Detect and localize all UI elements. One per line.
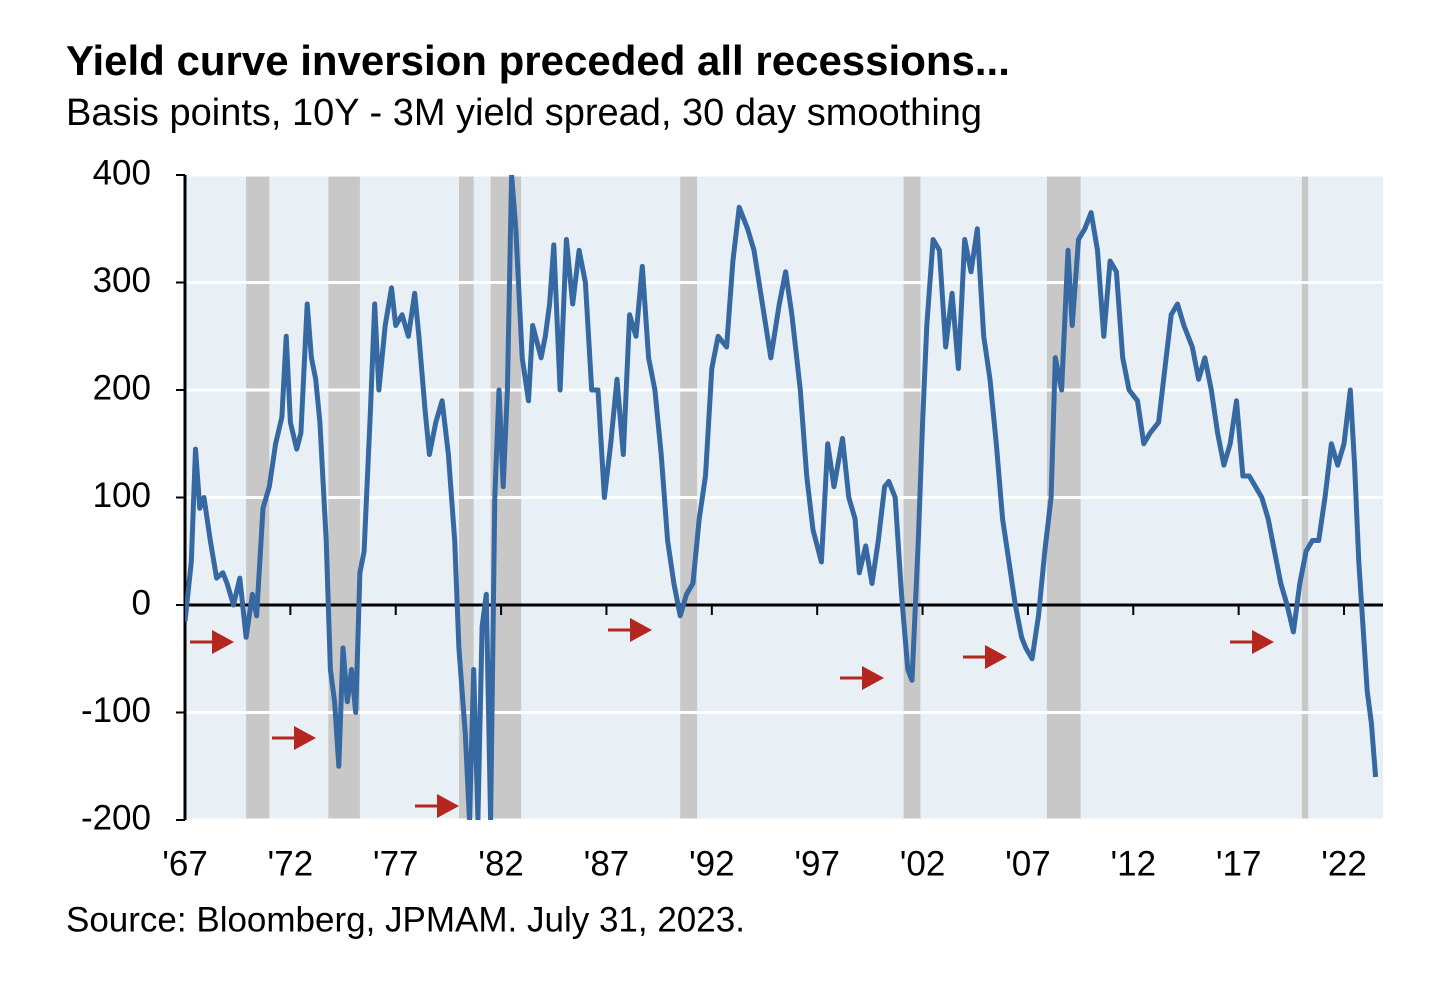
x-tick-label: '67	[162, 844, 208, 883]
x-tick-label: '17	[1216, 844, 1262, 883]
y-tick-label: 300	[93, 261, 151, 300]
chart-subtitle: Basis points, 10Y - 3M yield spread, 30 …	[66, 92, 982, 134]
y-tick-label: 100	[93, 476, 151, 515]
y-tick-label: -200	[81, 798, 151, 837]
source-note: Source: Bloomberg, JPMAM. July 31, 2023.	[66, 900, 745, 939]
x-tick-label: '92	[689, 844, 735, 883]
x-tick-label: '72	[268, 844, 314, 883]
y-tick-label: 200	[93, 368, 151, 407]
chart-title: Yield curve inversion preceded all reces…	[66, 37, 1010, 84]
spread-line	[185, 175, 1379, 820]
y-tick-label: 0	[132, 583, 151, 622]
y-tick-label: -100	[81, 691, 151, 730]
arrows	[190, 618, 1274, 818]
x-tick-label: '02	[900, 844, 946, 883]
x-tick-label: '82	[478, 844, 524, 883]
x-tick-label: '22	[1321, 844, 1367, 883]
x-tick-label: '07	[1005, 844, 1051, 883]
x-tick-label: '87	[584, 844, 630, 883]
x-tick-label: '12	[1110, 844, 1156, 883]
x-tick-label: '77	[373, 844, 419, 883]
x-tick-label: '97	[794, 844, 840, 883]
y-tick-label: 400	[93, 153, 151, 192]
